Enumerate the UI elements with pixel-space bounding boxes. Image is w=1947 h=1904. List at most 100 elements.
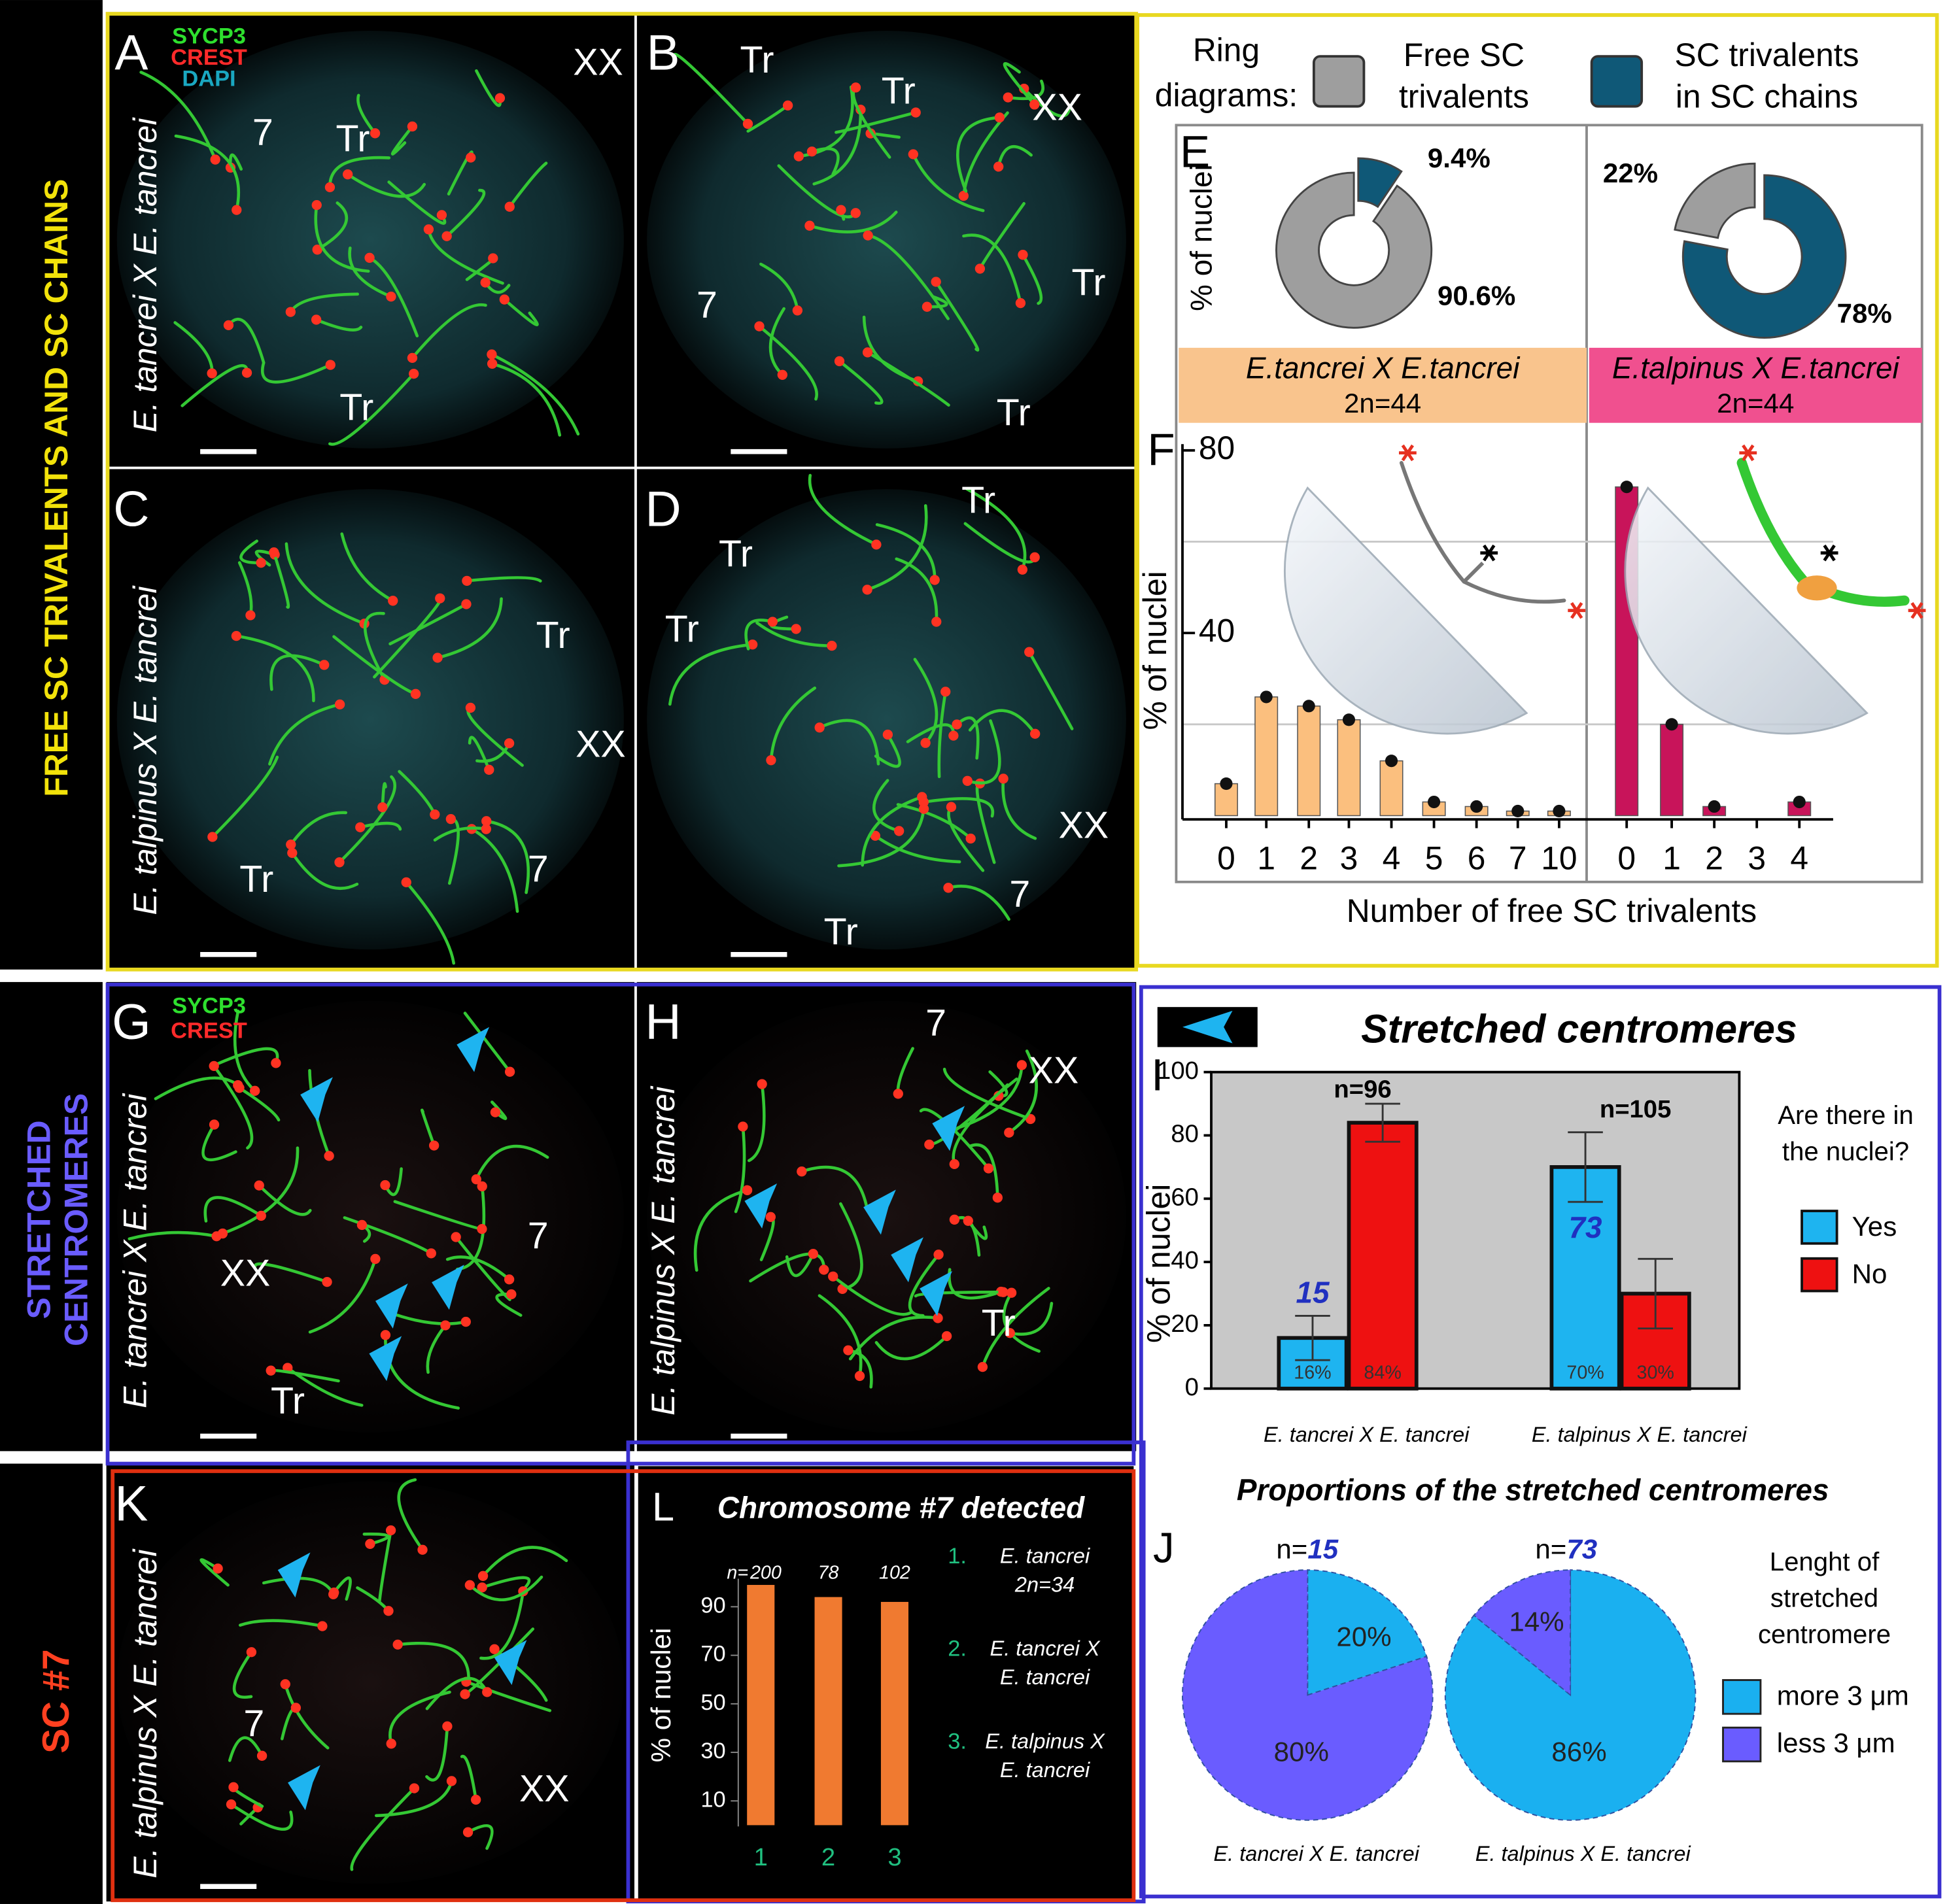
- centromere: [765, 1212, 776, 1222]
- sc-filament: [468, 1575, 543, 1601]
- panel-label: C: [113, 482, 149, 537]
- sc-filament: [1003, 62, 1037, 107]
- bar-dot: [1708, 800, 1721, 813]
- bar-dot: [1620, 481, 1633, 494]
- centromere: [461, 599, 472, 609]
- centromere: [246, 1647, 257, 1658]
- bar: [1660, 724, 1684, 817]
- bar: [1347, 1121, 1419, 1391]
- value-label: 9.4%: [1428, 143, 1490, 173]
- chromosome-label: Tr: [882, 71, 916, 112]
- sc-filament: [1027, 650, 1074, 730]
- centromere: [254, 1180, 264, 1191]
- x-tick-label: 1: [1663, 840, 1681, 876]
- centromere: [460, 1316, 471, 1327]
- legend-swatch: [1312, 55, 1366, 108]
- y-tick-label: 100: [1157, 1057, 1199, 1085]
- sc-filament: [835, 110, 918, 134]
- centromere: [364, 252, 375, 263]
- centromere: [481, 816, 492, 826]
- legend-label: Free SC: [1404, 37, 1525, 73]
- sc-filament: [968, 1143, 999, 1199]
- centromere: [489, 1644, 500, 1654]
- sc-filament: [874, 834, 961, 864]
- stain-label: CREST: [171, 1019, 247, 1044]
- panel-label: L: [652, 1484, 674, 1529]
- centromere: [256, 1210, 266, 1221]
- centromere: [994, 112, 1005, 123]
- centromere: [992, 1193, 1003, 1203]
- centromere: [325, 360, 336, 370]
- centromere: [428, 1140, 439, 1151]
- sc-filament: [831, 1274, 912, 1316]
- sc-filament: [396, 1641, 470, 1679]
- sc-filament: [228, 1736, 264, 1762]
- centromere: [466, 152, 476, 163]
- x-tick-label: 4: [1383, 840, 1401, 876]
- centromere: [322, 1276, 332, 1287]
- legend-number: 3.: [948, 1729, 967, 1754]
- centromere: [380, 1180, 390, 1191]
- centromere: [767, 617, 778, 627]
- centromere: [209, 1061, 219, 1072]
- centromere: [738, 1121, 748, 1132]
- sc-filament: [262, 1576, 335, 1596]
- side-strip: [0, 1463, 103, 1904]
- centromere: [949, 1159, 959, 1170]
- centromere: [223, 320, 234, 331]
- sc-filament: [436, 597, 503, 660]
- group-header: [1589, 347, 1922, 423]
- centromere: [487, 349, 497, 360]
- x-tick-label: 4: [1790, 840, 1808, 876]
- sc-filament: [962, 233, 1022, 305]
- sc-filament: [404, 881, 456, 965]
- chromosome-label: Tr: [339, 387, 373, 429]
- chart-title: Chromosome #7 detected: [717, 1490, 1085, 1524]
- legend-label: E. tancrei: [1000, 1758, 1090, 1782]
- centromere: [269, 547, 279, 558]
- species-label: E. talpinus X E. tancrei: [127, 1548, 164, 1878]
- sc-filament: [968, 709, 1037, 736]
- legend-label: 2n=34: [1014, 1573, 1075, 1597]
- chromosome-label: XX: [220, 1253, 271, 1295]
- n-prefix: n=: [1276, 1534, 1307, 1565]
- legend-label: E. tancrei: [1000, 1665, 1090, 1689]
- chart-title: Stretched centromeres: [1361, 1007, 1797, 1051]
- x-tick-label: 2: [1300, 840, 1318, 876]
- sc-filament: [425, 1724, 449, 1782]
- sc-filament: [237, 1086, 281, 1122]
- chromosome-label: 7: [528, 1215, 549, 1257]
- chromosome-label: 7: [528, 849, 549, 891]
- x-tick-label: 3: [1748, 840, 1766, 876]
- centromere: [908, 149, 918, 160]
- centromere: [836, 205, 846, 215]
- centromere: [280, 1679, 290, 1690]
- centromere: [504, 738, 515, 749]
- sc-filament: [846, 1348, 873, 1389]
- centromere: [894, 826, 905, 836]
- centromere: [963, 1216, 973, 1226]
- centromere: [506, 1289, 517, 1300]
- sc-filament: [508, 162, 548, 209]
- sc-filament: [315, 318, 363, 332]
- sc-filament: [818, 1294, 863, 1378]
- side-strip: [0, 981, 103, 1452]
- sc-filament: [895, 557, 939, 624]
- bar-dot: [1428, 795, 1441, 809]
- centromere: [462, 575, 472, 586]
- legend-title: stretched: [1770, 1584, 1878, 1613]
- centromere: [1029, 728, 1041, 739]
- centromere: [1003, 92, 1013, 103]
- centromere: [504, 201, 515, 212]
- centromere: [409, 368, 419, 379]
- centromere: [998, 774, 1008, 784]
- chromosome-label: XX: [519, 1768, 570, 1810]
- sc-filament: [154, 1076, 240, 1100]
- x-tick-label: 3: [1340, 840, 1358, 876]
- sc-filament: [480, 1576, 531, 1591]
- x-tick-label: E. talpinus X E. tancrei: [1532, 1423, 1748, 1446]
- legend-title: Lenght of: [1770, 1547, 1880, 1576]
- legend-title: centromere: [1758, 1620, 1891, 1649]
